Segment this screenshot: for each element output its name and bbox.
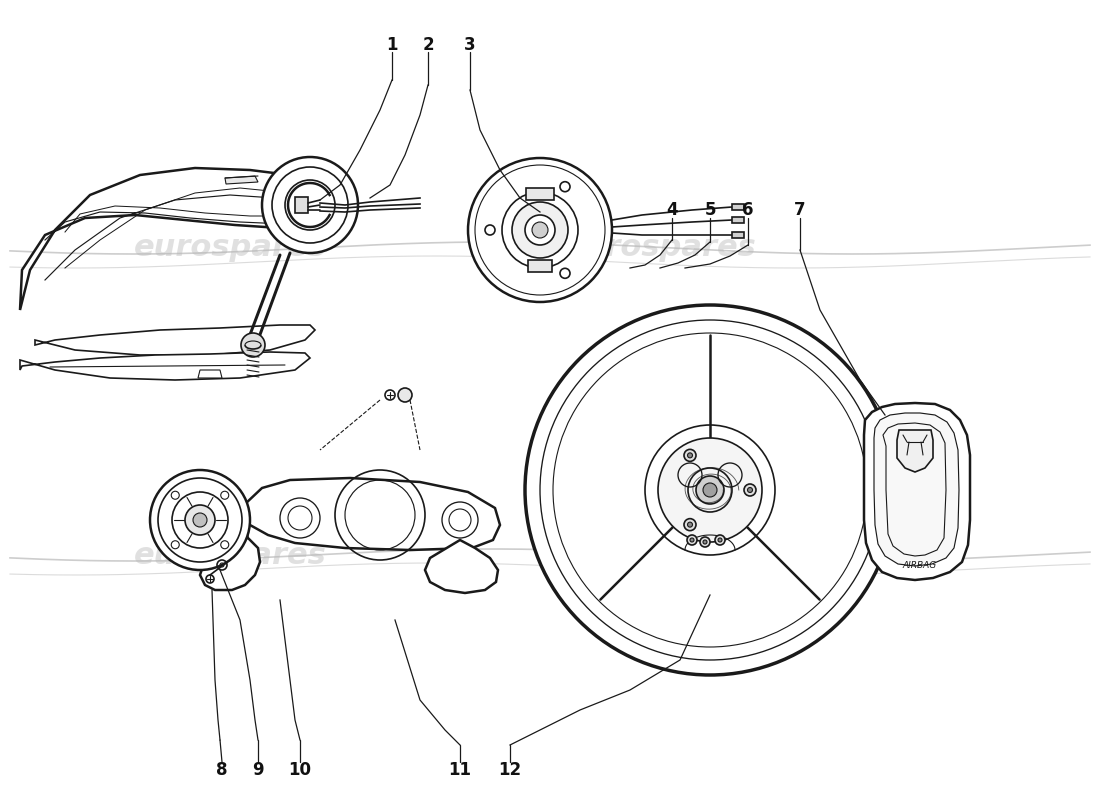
Text: 12: 12 — [498, 761, 521, 779]
Circle shape — [696, 476, 724, 504]
Polygon shape — [896, 430, 933, 472]
Polygon shape — [732, 232, 744, 238]
Circle shape — [690, 538, 694, 542]
Polygon shape — [244, 478, 500, 550]
Circle shape — [150, 470, 250, 570]
Text: eurospares: eurospares — [133, 541, 327, 570]
Circle shape — [658, 438, 762, 542]
Circle shape — [398, 388, 412, 402]
Circle shape — [688, 453, 693, 458]
Text: eurospares: eurospares — [563, 234, 757, 262]
Circle shape — [744, 484, 756, 496]
Polygon shape — [874, 413, 959, 566]
Circle shape — [241, 333, 265, 357]
Text: 6: 6 — [742, 201, 754, 219]
Polygon shape — [528, 260, 552, 272]
Polygon shape — [425, 540, 498, 593]
Polygon shape — [35, 325, 315, 355]
Polygon shape — [732, 217, 744, 223]
Circle shape — [748, 487, 752, 493]
Circle shape — [703, 540, 707, 544]
Circle shape — [684, 518, 696, 530]
Text: eurospares: eurospares — [563, 541, 757, 570]
Circle shape — [525, 305, 895, 675]
Polygon shape — [226, 176, 258, 184]
Circle shape — [688, 535, 697, 545]
Text: eurospares: eurospares — [133, 234, 327, 262]
Circle shape — [703, 483, 717, 497]
Circle shape — [192, 513, 207, 527]
Text: 9: 9 — [252, 761, 264, 779]
Text: AIRBAG: AIRBAG — [903, 561, 937, 570]
Text: 5: 5 — [704, 201, 716, 219]
Circle shape — [532, 222, 548, 238]
Text: 11: 11 — [449, 761, 472, 779]
Text: 1: 1 — [386, 36, 398, 54]
Text: 2: 2 — [422, 36, 433, 54]
Circle shape — [688, 522, 693, 527]
Polygon shape — [732, 204, 744, 210]
Polygon shape — [188, 490, 248, 545]
Circle shape — [262, 157, 358, 253]
Circle shape — [718, 538, 722, 542]
Text: 3: 3 — [464, 36, 476, 54]
Text: 10: 10 — [288, 761, 311, 779]
Text: 7: 7 — [794, 201, 806, 219]
Polygon shape — [244, 486, 295, 523]
Circle shape — [715, 535, 725, 545]
Polygon shape — [20, 352, 310, 380]
Text: 8: 8 — [217, 761, 228, 779]
Polygon shape — [198, 370, 222, 378]
Circle shape — [684, 450, 696, 462]
Circle shape — [700, 537, 710, 547]
Polygon shape — [295, 197, 308, 213]
Text: 4: 4 — [667, 201, 678, 219]
Circle shape — [512, 202, 568, 258]
Polygon shape — [864, 403, 970, 580]
Polygon shape — [526, 188, 554, 200]
Circle shape — [525, 215, 556, 245]
Circle shape — [185, 505, 214, 535]
Polygon shape — [200, 538, 260, 590]
Circle shape — [468, 158, 612, 302]
Polygon shape — [20, 168, 336, 310]
